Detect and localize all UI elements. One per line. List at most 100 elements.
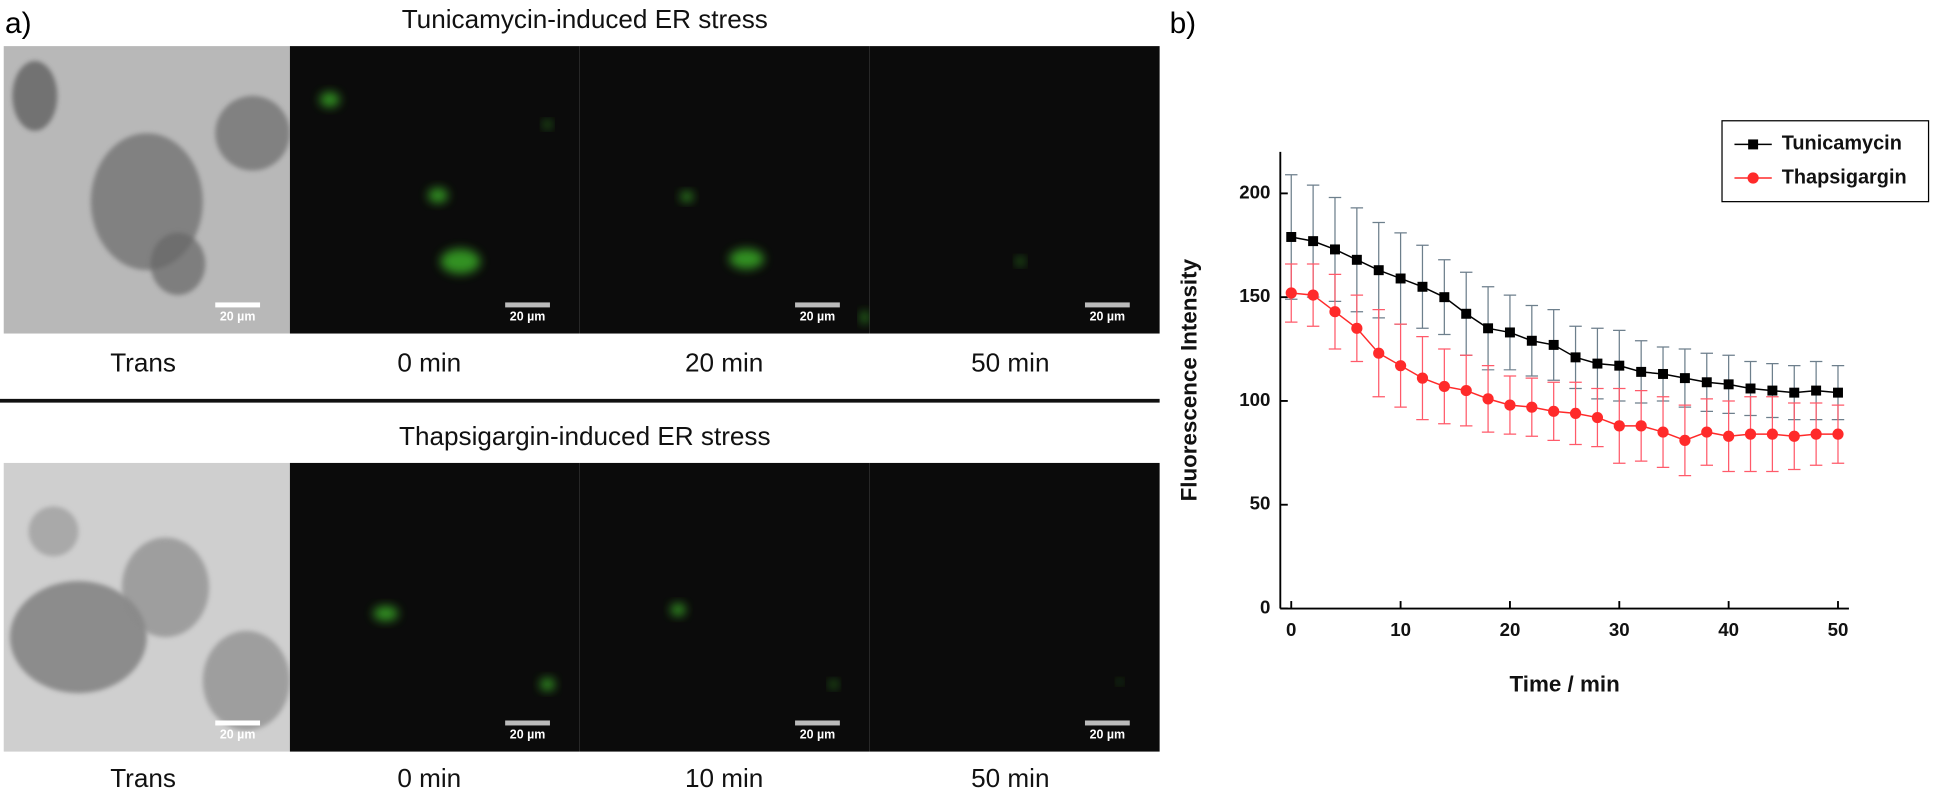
data-point — [1789, 387, 1800, 398]
fluorescence-spot — [1016, 257, 1025, 266]
fluorescence-spot — [680, 191, 694, 202]
image-caption: Trans — [110, 763, 176, 789]
data-point — [1832, 428, 1844, 440]
data-point — [1592, 358, 1603, 369]
data-point — [1591, 411, 1604, 424]
data-point — [1351, 254, 1362, 265]
series-line — [1291, 236, 1839, 394]
data-point — [1679, 434, 1691, 446]
panel-label: b) — [1170, 7, 1197, 40]
data-point — [1417, 281, 1428, 292]
scale-bar-label: 20 µm — [800, 728, 836, 742]
x-tick-label: 0 — [1286, 619, 1296, 640]
data-point — [1570, 352, 1581, 363]
data-point — [1767, 385, 1778, 396]
data-point — [1483, 323, 1494, 334]
data-point — [1548, 405, 1560, 417]
data-point — [1745, 383, 1756, 394]
fluorescence-spot — [319, 92, 340, 108]
x-axis-label: Time / min — [1509, 672, 1619, 697]
image-caption: Trans — [110, 348, 176, 378]
image-caption: 50 min — [971, 763, 1049, 789]
cell — [9, 581, 147, 694]
data-point — [1613, 420, 1625, 432]
y-tick-label: 100 — [1239, 389, 1270, 410]
fluorescence-spot — [729, 248, 764, 269]
data-point — [1460, 384, 1472, 397]
data-point — [1748, 139, 1759, 150]
legend-label: Tunicamycin — [1782, 133, 1902, 155]
data-point — [1504, 399, 1516, 411]
x-tick-label: 10 — [1390, 619, 1411, 640]
scale-bar — [1084, 302, 1130, 308]
panel-label: a) — [5, 7, 32, 40]
image-caption: 50 min — [971, 348, 1049, 378]
x-tick-label: 40 — [1718, 619, 1739, 640]
x-tick-label: 50 — [1828, 619, 1849, 640]
scale-bar-label: 20 µm — [220, 728, 256, 742]
data-point — [1504, 327, 1515, 338]
data-point — [1657, 426, 1669, 438]
scale-bar — [505, 302, 550, 308]
scale-bar — [215, 720, 261, 726]
scale-bar-label: 20 µm — [800, 310, 836, 324]
data-point — [1723, 379, 1734, 390]
data-point — [1811, 385, 1822, 396]
data-point — [1526, 401, 1538, 413]
data-point — [1569, 407, 1582, 420]
scale-bar — [505, 720, 550, 726]
scale-bar-label: 20 µm — [510, 728, 546, 742]
legend-box — [1721, 120, 1930, 203]
data-point — [1394, 360, 1407, 372]
scale-bar-label: 20 µm — [510, 310, 546, 324]
cell — [215, 95, 290, 171]
scale-bar-label: 20 µm — [220, 310, 256, 324]
data-point — [1766, 428, 1778, 440]
legend: Tunicamycin Thapsigargin — [1721, 120, 1930, 203]
fluorescence-image — [869, 462, 1160, 752]
series — [1285, 263, 1845, 477]
fluorescence-spot — [428, 187, 448, 203]
fluorescence-spot — [670, 603, 686, 616]
cell — [202, 630, 290, 731]
scale-bar — [795, 720, 840, 726]
data-point — [1308, 236, 1319, 247]
data-point — [1723, 430, 1735, 442]
data-point — [1658, 368, 1669, 379]
fluorescence-spot — [1117, 679, 1123, 685]
data-point — [1461, 308, 1472, 319]
scale-bar — [1084, 720, 1130, 726]
panel-b: b) 0 50 100 150 200 0 10 20 30 40 50 Time / min Fluo… — [1170, 7, 1930, 697]
data-point — [1526, 335, 1537, 346]
data-point — [1614, 360, 1625, 371]
series-line — [1291, 292, 1838, 442]
x-tick-label: 30 — [1609, 619, 1630, 640]
legend-label: Thapsigargin — [1782, 166, 1907, 188]
fluorescence-image — [579, 46, 870, 334]
y-tick-label: 150 — [1239, 285, 1270, 306]
scale-bar — [215, 302, 261, 308]
data-point — [1351, 322, 1363, 334]
data-point — [1482, 393, 1494, 405]
data-point — [1416, 372, 1429, 384]
fluorescence-spot — [829, 680, 838, 689]
data-point — [1373, 265, 1384, 276]
y-axis-label: Fluorescence Intensity — [1177, 258, 1202, 501]
data-point — [1439, 292, 1450, 303]
data-point — [1548, 339, 1559, 350]
fluorescence-spot — [539, 678, 555, 691]
fluorescence-spot — [373, 606, 399, 621]
data-point — [1438, 380, 1450, 393]
fluorescence-spot — [861, 311, 869, 324]
fluorescence-image — [869, 46, 1160, 334]
data-point — [1810, 428, 1822, 440]
row-title: Tunicamycin-induced ER stress — [402, 4, 768, 34]
data-point — [1701, 377, 1712, 388]
data-point — [1833, 387, 1843, 398]
x-tick-label: 20 — [1500, 619, 1521, 640]
scale-bar-label: 20 µm — [1090, 728, 1126, 742]
data-point — [1701, 426, 1713, 438]
fluorescence-spot — [543, 120, 552, 129]
data-point — [1747, 172, 1759, 184]
